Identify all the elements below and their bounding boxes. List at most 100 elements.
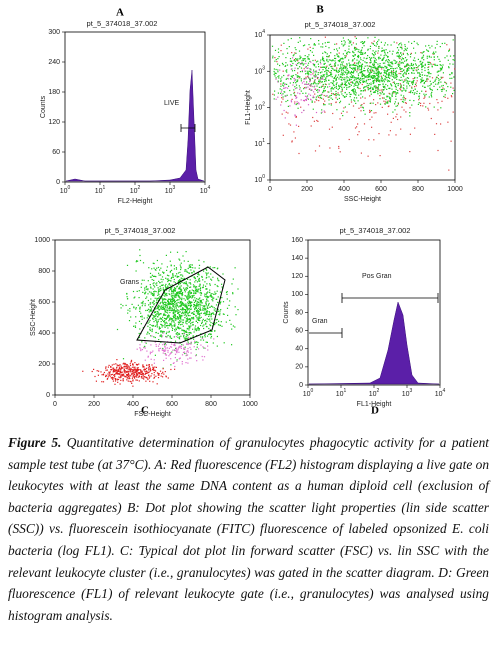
dot (347, 77, 349, 79)
dot (306, 72, 308, 74)
dot (183, 314, 185, 316)
dot (383, 93, 385, 95)
dot (389, 77, 391, 79)
dot (153, 368, 155, 370)
dot (380, 75, 382, 77)
dot (341, 74, 344, 76)
dot (396, 52, 398, 54)
dot (334, 69, 336, 71)
dot (178, 305, 180, 307)
dot (170, 323, 172, 325)
dot (302, 58, 304, 60)
dot (338, 145, 340, 148)
x-tick-label: 103 (165, 185, 176, 195)
dot (163, 342, 165, 345)
dot (142, 372, 144, 375)
dot (148, 267, 150, 269)
dot (326, 60, 328, 62)
dot (286, 77, 288, 80)
dot (172, 312, 174, 314)
dot (426, 49, 428, 51)
dot (314, 88, 317, 90)
dot (406, 77, 408, 79)
dot (314, 150, 317, 152)
dot (322, 56, 324, 58)
dot (190, 264, 192, 266)
dot (368, 76, 370, 78)
dot (432, 81, 434, 84)
dot (167, 300, 169, 302)
dot (415, 85, 417, 87)
dot (305, 99, 307, 101)
dot (237, 309, 239, 311)
dot (180, 268, 182, 271)
dot (419, 61, 421, 63)
dot (377, 73, 380, 75)
dot (95, 380, 97, 382)
dot (189, 327, 191, 329)
dot (375, 87, 377, 89)
dot (305, 78, 307, 80)
dot (181, 312, 183, 314)
dot (177, 299, 179, 301)
dot (167, 280, 169, 283)
dot (173, 304, 175, 306)
dot (334, 64, 336, 66)
dot (360, 41, 362, 43)
dot (357, 73, 359, 75)
dot (212, 298, 214, 300)
dot (399, 79, 401, 81)
dot (386, 102, 388, 104)
dot (304, 70, 306, 72)
dot (332, 84, 335, 86)
dot (161, 308, 163, 310)
dot (318, 145, 321, 147)
dot (205, 302, 207, 304)
dot (308, 58, 310, 60)
dot (214, 324, 216, 326)
dot (138, 320, 141, 322)
dot (197, 327, 199, 329)
dot (210, 322, 212, 324)
dot (190, 304, 192, 306)
dot (308, 93, 310, 95)
dot (134, 326, 137, 328)
dot (421, 77, 423, 79)
dot (283, 109, 285, 112)
dot (447, 97, 449, 99)
dot (314, 59, 316, 61)
dot (378, 84, 380, 86)
dot (163, 272, 165, 274)
dot (372, 54, 374, 56)
dot (313, 54, 315, 56)
dot (400, 116, 402, 118)
dot (418, 72, 420, 74)
dot (189, 318, 191, 320)
dot (361, 83, 363, 86)
dot (194, 327, 196, 329)
dot (186, 271, 188, 273)
dot (169, 353, 171, 355)
dot (150, 309, 152, 311)
dot (400, 84, 402, 86)
dot (434, 64, 436, 66)
dot (157, 306, 159, 308)
dot (154, 354, 156, 356)
dot (321, 81, 323, 83)
dot (141, 373, 143, 375)
dot (153, 282, 155, 284)
dot (374, 59, 376, 61)
dot (332, 93, 335, 95)
dot (322, 91, 324, 93)
tick-exponent: 4 (443, 388, 446, 394)
dot (170, 251, 172, 253)
dot (139, 344, 141, 346)
dot (388, 134, 390, 136)
dot (193, 271, 195, 273)
dot (441, 90, 443, 92)
dot (169, 303, 171, 306)
dot (116, 369, 118, 371)
dot (157, 305, 159, 307)
dot (429, 47, 431, 49)
dot (370, 93, 372, 95)
